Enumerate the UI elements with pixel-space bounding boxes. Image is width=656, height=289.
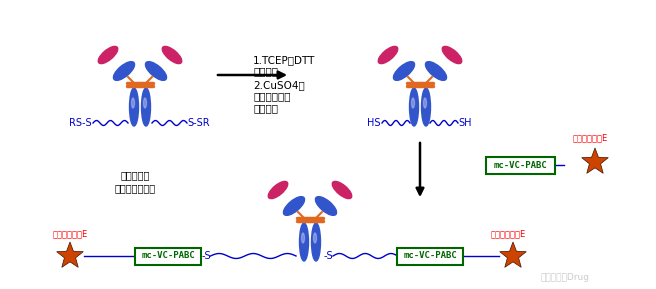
Text: mc-VC-PABC: mc-VC-PABC: [403, 251, 457, 260]
Ellipse shape: [411, 98, 415, 108]
Text: 1.TCEP或DTT
全部还原: 1.TCEP或DTT 全部还原: [253, 55, 316, 77]
Ellipse shape: [146, 62, 167, 80]
Text: RS-S: RS-S: [70, 118, 92, 128]
Ellipse shape: [142, 88, 150, 126]
Text: 雪球：行舟Drug: 雪球：行舟Drug: [541, 273, 590, 283]
Polygon shape: [582, 148, 608, 173]
Ellipse shape: [409, 88, 419, 126]
FancyBboxPatch shape: [397, 247, 463, 264]
Text: SH: SH: [458, 118, 472, 128]
Ellipse shape: [98, 47, 117, 64]
Text: 甲基澳瑞他汀E: 甲基澳瑞他汀E: [491, 229, 525, 238]
Polygon shape: [56, 242, 83, 267]
Text: 引入反应性
半胱氨酸的抗体: 引入反应性 半胱氨酸的抗体: [114, 170, 155, 193]
Text: 甲基澳瑞他汀E: 甲基澳瑞他汀E: [573, 133, 607, 142]
Ellipse shape: [314, 233, 316, 243]
Ellipse shape: [302, 233, 304, 243]
Ellipse shape: [422, 88, 430, 126]
Ellipse shape: [379, 47, 398, 64]
Polygon shape: [500, 242, 526, 267]
Ellipse shape: [283, 197, 304, 215]
Text: mc-VC-PABC: mc-VC-PABC: [493, 160, 547, 170]
Ellipse shape: [424, 98, 426, 108]
Ellipse shape: [144, 98, 146, 108]
Text: S-SR: S-SR: [187, 118, 210, 128]
Text: mc-VC-PABC: mc-VC-PABC: [141, 251, 195, 260]
Ellipse shape: [316, 197, 337, 215]
Ellipse shape: [268, 181, 288, 199]
Text: -S: -S: [324, 251, 334, 261]
Ellipse shape: [332, 181, 352, 199]
Text: 甲基澳瑞他汀E: 甲基澳瑞他汀E: [52, 229, 88, 238]
Ellipse shape: [131, 98, 134, 108]
Text: HS: HS: [367, 118, 380, 128]
Text: 2.CuSO4或
脱氢抗坏血酸
部分氧化: 2.CuSO4或 脱氢抗坏血酸 部分氧化: [253, 80, 305, 113]
Ellipse shape: [162, 47, 182, 64]
Ellipse shape: [426, 62, 447, 80]
Text: -S: -S: [201, 251, 211, 261]
Ellipse shape: [129, 88, 138, 126]
Ellipse shape: [312, 223, 321, 261]
FancyBboxPatch shape: [135, 247, 201, 264]
FancyBboxPatch shape: [485, 157, 554, 173]
Ellipse shape: [300, 223, 308, 261]
Ellipse shape: [113, 62, 134, 80]
Ellipse shape: [442, 47, 462, 64]
Ellipse shape: [394, 62, 415, 80]
